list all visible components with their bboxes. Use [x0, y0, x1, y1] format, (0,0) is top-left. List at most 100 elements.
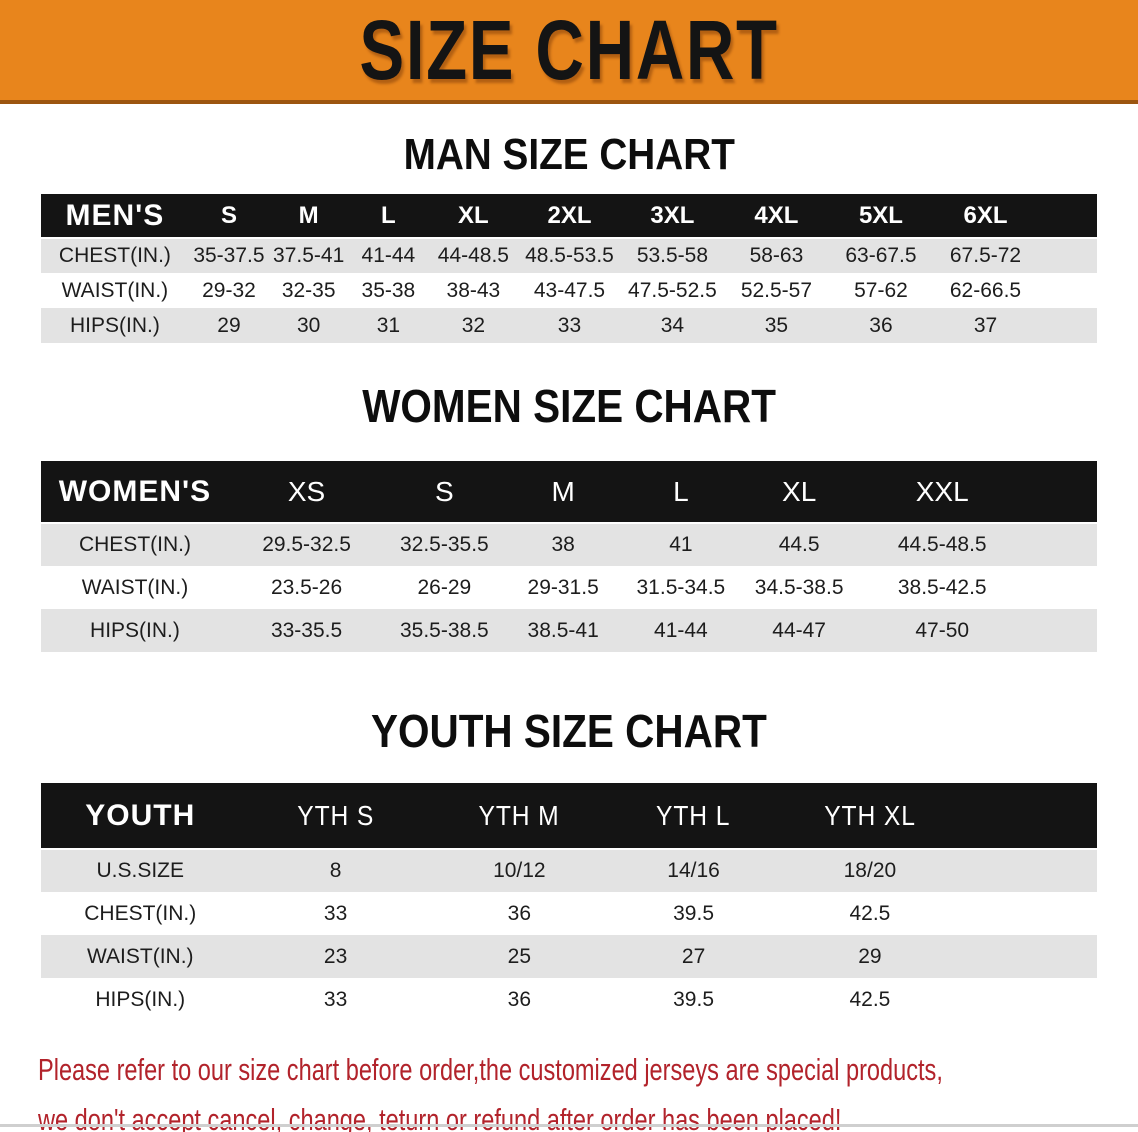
youth-chest-row: CHEST(IN.) 33 36 39.5 42.5 [41, 892, 1097, 935]
value-cell: 62-66.5 [933, 273, 1038, 308]
value-cell: 25 [431, 935, 607, 978]
women-chest-row: CHEST(IN.) 29.5-32.5 32.5-35.5 38 41 44.… [41, 522, 1097, 566]
youth-hips-row: HIPS(IN.) 33 36 39.5 42.5 [41, 978, 1097, 1021]
youth-size-col-m-text: YTH M [478, 799, 560, 831]
value-cell: 34.5-38.5 [740, 566, 859, 609]
value-cell: 27 [606, 935, 781, 978]
value-cell: 57-62 [828, 273, 934, 308]
spacer-cell [959, 978, 1097, 1021]
value-cell: 39.5 [606, 978, 781, 1021]
value-cell: 63-67.5 [828, 237, 934, 273]
value-cell: 32 [428, 308, 519, 343]
row-label-cell: HIPS(IN.) [41, 308, 189, 343]
value-cell: 29 [780, 935, 960, 978]
value-cell: 44-48.5 [428, 237, 519, 273]
value-cell: 38.5-42.5 [858, 566, 1027, 609]
row-label-cell: HIPS(IN.) [41, 978, 240, 1021]
spacer-cell [959, 783, 1097, 849]
women-size-col-s: S [384, 461, 505, 523]
value-cell: 35.5-38.5 [384, 609, 505, 652]
value-cell: 43-47.5 [518, 273, 621, 308]
value-cell: 29 [188, 308, 270, 343]
value-cell: 23 [239, 935, 432, 978]
men-size-col-5xl: 5XL [828, 194, 934, 238]
value-cell: 37.5-41 [269, 237, 349, 273]
men-size-col-l: L [348, 194, 429, 238]
youth-size-col-xl-text: YTH XL [824, 799, 916, 831]
row-label-cell: CHEST(IN.) [41, 237, 189, 273]
row-label-cell: WAIST(IN.) [41, 566, 229, 609]
youth-table-corner: YOUTH [41, 783, 240, 849]
men-waist-row: WAIST(IN.) 29-32 32-35 35-38 38-43 43-47… [41, 273, 1097, 308]
men-size-col-s: S [188, 194, 270, 238]
value-cell: 42.5 [780, 978, 960, 1021]
youth-size-table: YOUTH YTH S YTH M YTH L YTH XL U.S.SIZE … [41, 783, 1097, 1021]
row-label-cell: HIPS(IN.) [41, 609, 229, 652]
row-label-cell: CHEST(IN.) [41, 892, 240, 935]
spacer-cell [1026, 566, 1097, 609]
value-cell: 48.5-53.5 [518, 237, 621, 273]
women-size-col-m: M [504, 461, 622, 523]
value-cell: 33 [239, 892, 432, 935]
youth-ussize-row: U.S.SIZE 8 10/12 14/16 18/20 [41, 848, 1097, 892]
youth-size-col-s-text: YTH S [297, 799, 375, 831]
youth-section-heading-text: YOUTH SIZE CHART [371, 705, 767, 757]
women-table-header-row: WOMEN'S XS S M L XL XXL [41, 461, 1097, 523]
value-cell: 34 [620, 308, 725, 343]
men-table-corner: MEN'S [41, 194, 189, 238]
value-cell: 26-29 [384, 566, 505, 609]
youth-size-col-s: YTH S [239, 783, 432, 849]
value-cell: 41-44 [621, 609, 741, 652]
value-cell: 8 [239, 848, 432, 892]
spacer-cell [959, 935, 1097, 978]
youth-waist-row: WAIST(IN.) 23 25 27 29 [41, 935, 1097, 978]
spacer-cell [1026, 461, 1097, 523]
value-cell: 35 [724, 308, 829, 343]
value-cell: 52.5-57 [724, 273, 829, 308]
bottom-divider [0, 1124, 1138, 1127]
value-cell: 58-63 [724, 237, 829, 273]
spacer-cell [1037, 273, 1097, 308]
women-section-heading: WOMEN SIZE CHART [0, 379, 1138, 433]
women-hips-row: HIPS(IN.) 33-35.5 35.5-38.5 38.5-41 41-4… [41, 609, 1097, 652]
value-cell: 31 [348, 308, 429, 343]
value-cell: 30 [269, 308, 349, 343]
value-cell: 18/20 [780, 848, 960, 892]
value-cell: 35-37.5 [188, 237, 270, 273]
disclaimer-line-2: we don't accept cancel, change, teturn o… [38, 1102, 842, 1132]
value-cell: 47-50 [858, 609, 1027, 652]
spacer-cell [1037, 308, 1097, 343]
disclaimer-line-1: Please refer to our size chart before or… [38, 1052, 943, 1087]
men-section-heading-text: MAN SIZE CHART [403, 130, 735, 179]
value-cell: 41 [621, 522, 741, 566]
disclaimer: Please refer to our size chart before or… [38, 1045, 1138, 1132]
youth-size-col-l-text: YTH L [656, 799, 731, 831]
men-table-header-row: MEN'S S M L XL 2XL 3XL 4XL 5XL 6XL [41, 194, 1097, 238]
women-table-corner: WOMEN'S [41, 461, 229, 523]
value-cell: 41-44 [348, 237, 429, 273]
value-cell: 32.5-35.5 [384, 522, 505, 566]
women-size-col-xs: XS [228, 461, 385, 523]
women-section-heading-text: WOMEN SIZE CHART [362, 380, 776, 432]
value-cell: 29-31.5 [504, 566, 622, 609]
value-cell: 33 [518, 308, 621, 343]
youth-section-heading: YOUTH SIZE CHART [0, 704, 1138, 758]
value-cell: 47.5-52.5 [620, 273, 725, 308]
youth-size-col-m: YTH M [431, 783, 607, 849]
value-cell: 44.5-48.5 [858, 522, 1027, 566]
spacer-cell [1026, 609, 1097, 652]
row-label-cell: WAIST(IN.) [41, 935, 240, 978]
spacer-cell [1037, 237, 1097, 273]
value-cell: 33-35.5 [228, 609, 385, 652]
value-cell: 23.5-26 [228, 566, 385, 609]
row-label-cell: U.S.SIZE [41, 848, 240, 892]
value-cell: 36 [828, 308, 934, 343]
women-size-table: WOMEN'S XS S M L XL XXL CHEST(IN.) 29.5-… [41, 461, 1097, 652]
men-size-col-3xl: 3XL [620, 194, 725, 238]
men-hips-row: HIPS(IN.) 29 30 31 32 33 34 35 36 37 [41, 308, 1097, 343]
value-cell: 32-35 [269, 273, 349, 308]
men-chest-row: CHEST(IN.) 35-37.5 37.5-41 41-44 44-48.5… [41, 237, 1097, 273]
value-cell: 10/12 [431, 848, 607, 892]
value-cell: 44-47 [740, 609, 859, 652]
women-waist-row: WAIST(IN.) 23.5-26 26-29 29-31.5 31.5-34… [41, 566, 1097, 609]
